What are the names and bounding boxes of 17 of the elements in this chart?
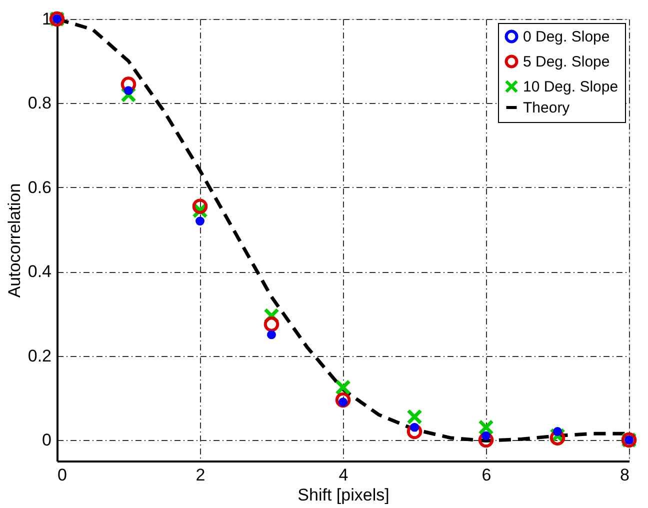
x-axis-title: Shift [pixels] <box>298 486 390 504</box>
y-tick-label: 0.2 <box>28 346 52 366</box>
x-tick-label: 2 <box>196 466 206 484</box>
legend-label: 0 Deg. Slope <box>523 28 610 46</box>
legend-label: Theory <box>523 100 570 116</box>
legend-label: 10 Deg. Slope <box>523 78 618 96</box>
x-tick-label: 6 <box>482 466 492 484</box>
x-tick-label: 4 <box>338 466 348 484</box>
y-tick-label: 0 <box>42 430 52 450</box>
x-tick-label: 8 <box>620 466 630 484</box>
legend-label: 5 Deg. Slope <box>523 54 610 70</box>
y-axis-title: Autocorrelation <box>4 183 24 298</box>
y-tick-label: 1 <box>42 10 52 28</box>
y-tick-label: 0.8 <box>28 94 52 113</box>
y-tick-label: 0.6 <box>28 178 52 197</box>
x-tick-label: 0 <box>58 466 67 484</box>
y-tick-label: 0.4 <box>28 262 52 282</box>
